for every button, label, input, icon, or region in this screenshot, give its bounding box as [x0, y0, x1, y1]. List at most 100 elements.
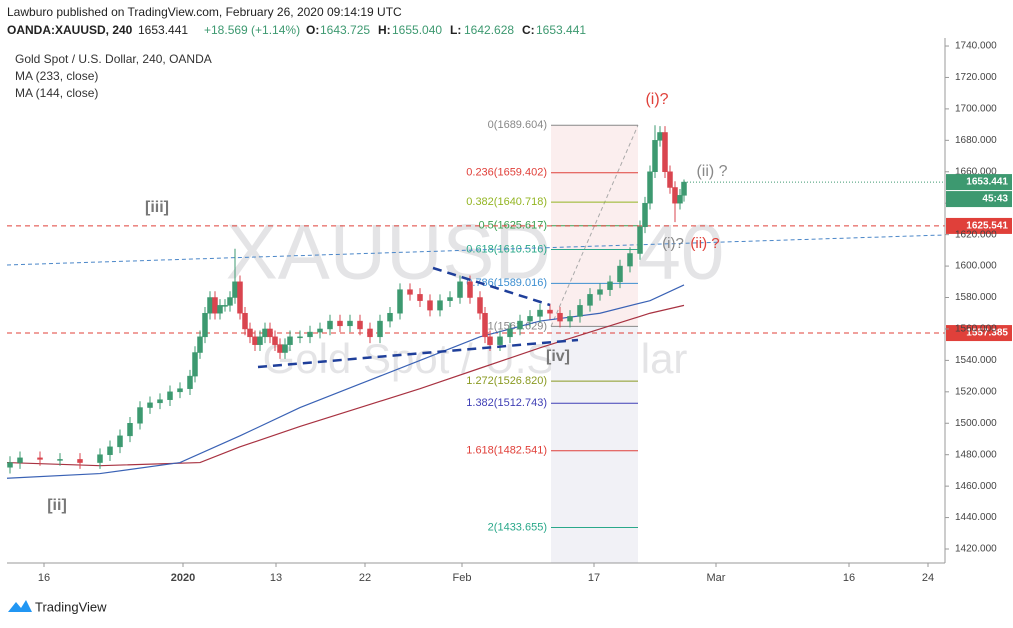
candle-body: [202, 312, 208, 338]
candle: [677, 189, 683, 210]
candle: [627, 247, 633, 273]
change: +18.569 (+1.14%): [204, 23, 300, 37]
candle-body: [177, 388, 183, 393]
candle-body: [237, 281, 243, 314]
candle: [187, 369, 193, 395]
candle: [527, 310, 533, 328]
candle-body: [487, 336, 493, 345]
x-tick-label: 16: [38, 572, 50, 584]
price-tag: 1557.385: [966, 328, 1008, 339]
candle: [437, 294, 443, 317]
candle: [482, 306, 488, 344]
candle: [227, 291, 233, 312]
symbol: OANDA:XAUUSD, 240: [7, 23, 133, 37]
candle-body: [482, 312, 488, 338]
y-tick-label: 1560.000: [955, 324, 997, 335]
candle: [642, 196, 648, 234]
candle-body: [197, 336, 203, 353]
candle-body: [282, 344, 288, 353]
brand: TradingView: [35, 599, 107, 614]
candle: [397, 283, 403, 320]
candle-body: [327, 320, 333, 330]
fib-label: 1.382(1512.743): [466, 397, 547, 409]
candle: [257, 330, 263, 351]
candle-body: [597, 289, 603, 295]
candle: [337, 314, 343, 333]
candle-body: [417, 294, 423, 301]
tradingview-logo[interactable]: TradingView: [8, 599, 107, 614]
candle: [417, 288, 423, 307]
price-tag: 1625.541: [966, 221, 1008, 232]
candle: [137, 401, 143, 430]
candle: [387, 306, 393, 328]
candle-body: [127, 423, 133, 437]
y-tick-label: 1720.000: [955, 72, 997, 83]
ohlc-label: H:: [378, 23, 391, 37]
candle-body: [187, 375, 193, 389]
x-tick-label: 16: [843, 572, 855, 584]
candle: [662, 126, 668, 179]
candle-body: [232, 281, 238, 298]
candle: [567, 310, 573, 328]
candle-body: [207, 297, 213, 314]
candle-body: [642, 202, 648, 228]
candle: [237, 275, 243, 320]
candle-body: [647, 171, 653, 204]
moving-average: [6, 284, 685, 479]
wave-label: (i)?: [645, 91, 668, 108]
y-tick-label: 1660.000: [955, 166, 997, 177]
x-tick-label: 2020: [171, 572, 195, 584]
candle-body: [287, 336, 293, 345]
candle: [192, 346, 198, 383]
candle: [217, 299, 223, 320]
candle-body: [257, 336, 263, 345]
candle: [212, 291, 218, 320]
ohlc-label: L:: [450, 23, 461, 37]
candle: [247, 322, 253, 344]
candle-body: [577, 305, 583, 317]
candle: [597, 283, 603, 301]
candle-body: [347, 320, 353, 327]
last-price-tag: 1653.441: [966, 177, 1008, 188]
candle-body: [617, 265, 623, 283]
candle: [607, 275, 613, 296]
candle: [107, 440, 113, 461]
y-tick-label: 1600.000: [955, 261, 997, 272]
candle: [177, 382, 183, 399]
candle-body: [447, 297, 453, 301]
candle-body: [252, 336, 258, 345]
candle: [117, 429, 123, 454]
symbol-line: OANDA:XAUUSD, 240 1653.441 +18.569 (+1.1…: [7, 23, 586, 37]
x-tick-label: 17: [588, 572, 600, 584]
candle-body: [267, 328, 273, 338]
candle: [222, 299, 228, 312]
candle-body: [7, 462, 13, 468]
candle: [252, 330, 258, 351]
candle-body: [107, 446, 113, 455]
candle: [367, 322, 373, 344]
candle: [97, 448, 103, 469]
candle: [587, 288, 593, 312]
candle-body: [507, 328, 513, 338]
watermark: XAUUSD, 240 Gold Spot / U.S. Dollar: [226, 208, 725, 382]
candle: [147, 396, 153, 414]
candle-body: [527, 316, 533, 322]
x-tick-label: 22: [359, 572, 371, 584]
x-tick-label: Mar: [707, 572, 726, 584]
candle-body: [407, 289, 413, 295]
candle: [647, 165, 653, 210]
y-tick-label: 1540.000: [955, 355, 997, 366]
y-tick-label: 1420.000: [955, 544, 997, 555]
candle: [197, 330, 203, 359]
fib-label: 0.786(1589.016): [466, 277, 547, 289]
fib-label: 0.236(1659.402): [466, 167, 547, 179]
candle-body: [157, 399, 163, 404]
candle: [537, 303, 543, 323]
candle-body: [652, 140, 658, 173]
candle-body: [17, 457, 23, 463]
candle-body: [637, 226, 643, 254]
y-tick-label: 1520.000: [955, 386, 997, 397]
triangle-trendlines: [257, 266, 579, 369]
candle: [57, 453, 63, 466]
